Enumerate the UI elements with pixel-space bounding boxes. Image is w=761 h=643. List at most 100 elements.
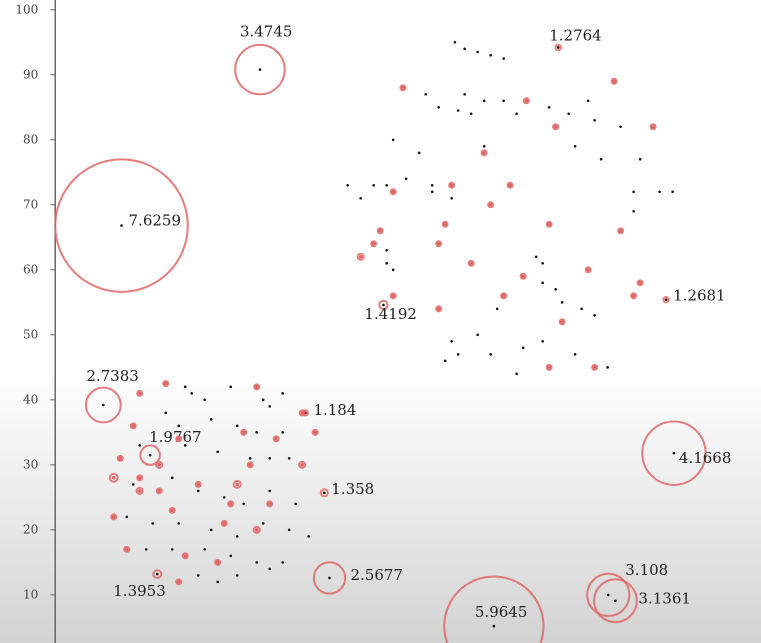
point <box>469 112 473 116</box>
point <box>638 157 642 161</box>
score-circle <box>554 43 563 52</box>
point <box>391 189 395 194</box>
point <box>268 405 271 408</box>
point <box>300 411 304 415</box>
point <box>404 177 408 181</box>
y-tick-label: 20 <box>23 522 38 536</box>
score-circle <box>584 266 592 274</box>
point <box>131 424 136 428</box>
point <box>215 560 220 565</box>
point <box>619 125 622 129</box>
score-circle <box>175 435 183 443</box>
point <box>258 68 262 71</box>
point <box>248 457 252 460</box>
point <box>443 359 447 363</box>
score-circle <box>220 519 228 527</box>
score-circle <box>389 292 397 300</box>
point <box>287 457 291 460</box>
point <box>424 92 427 96</box>
point <box>241 430 246 435</box>
point <box>235 482 240 487</box>
plot-area: 3.4745 1.2764 7.6259 1.4192 1.2681 2.7383 1.18… <box>54 23 732 643</box>
point <box>547 222 551 227</box>
point <box>235 424 239 428</box>
score-circle <box>175 578 183 586</box>
y-tick-label: 50 <box>23 327 38 341</box>
point <box>671 190 674 194</box>
point <box>417 151 421 155</box>
point <box>614 599 617 603</box>
score-circle <box>227 500 235 508</box>
point <box>131 483 135 486</box>
score-circle <box>110 513 118 521</box>
point <box>524 98 529 103</box>
score-circle <box>129 422 137 430</box>
point <box>170 508 175 513</box>
point <box>137 489 142 493</box>
score-circle <box>435 240 443 248</box>
score-label: 3.108 <box>625 561 668 579</box>
score-circle <box>506 181 514 189</box>
y-tick-label: 70 <box>23 197 38 211</box>
point <box>521 346 525 350</box>
score-circle <box>319 488 329 498</box>
point <box>515 372 518 376</box>
point <box>222 521 227 526</box>
point <box>137 391 142 396</box>
y-axis: 10 20 30 40 50 60 70 80 90 100 <box>15 0 56 643</box>
point <box>287 528 291 532</box>
point <box>281 561 284 564</box>
score-circle <box>591 363 599 371</box>
point <box>436 307 441 311</box>
score-circle <box>441 220 449 228</box>
point <box>124 547 129 552</box>
point <box>378 229 382 233</box>
point <box>235 535 239 538</box>
point <box>235 574 239 577</box>
score-circle <box>214 558 222 566</box>
point <box>385 249 388 252</box>
score-label: 4.1668 <box>679 449 732 467</box>
point <box>534 255 538 259</box>
point <box>209 528 213 532</box>
point <box>391 294 395 298</box>
point <box>120 224 123 227</box>
score-circle <box>162 380 170 388</box>
point <box>449 183 454 188</box>
point <box>203 548 207 551</box>
point <box>176 580 181 584</box>
score-circle <box>168 506 176 514</box>
score-circle <box>636 279 644 287</box>
point <box>328 576 331 580</box>
score-label: 1.184 <box>313 401 356 419</box>
point <box>515 112 518 116</box>
point <box>547 105 551 109</box>
point <box>488 202 493 207</box>
point <box>261 398 265 402</box>
point <box>183 444 187 447</box>
score-circle <box>519 272 527 280</box>
score-label: 1.2681 <box>673 287 726 305</box>
y-tick-label: 30 <box>23 457 38 471</box>
score-circle <box>240 428 248 436</box>
point <box>216 580 220 584</box>
point <box>401 85 405 90</box>
score-circle <box>467 259 475 267</box>
point <box>313 430 317 435</box>
point <box>255 431 258 434</box>
score-circle <box>181 552 189 560</box>
point <box>450 196 453 200</box>
point <box>164 411 168 415</box>
point <box>268 567 271 571</box>
point <box>196 489 200 493</box>
point <box>155 572 159 576</box>
point <box>346 183 349 187</box>
y-tick-label: 10 <box>23 587 38 601</box>
point <box>612 79 616 84</box>
point <box>111 476 116 480</box>
score-circle <box>610 77 618 85</box>
score-circle <box>136 389 144 397</box>
score-circle <box>389 188 397 196</box>
score-circle <box>155 487 163 495</box>
